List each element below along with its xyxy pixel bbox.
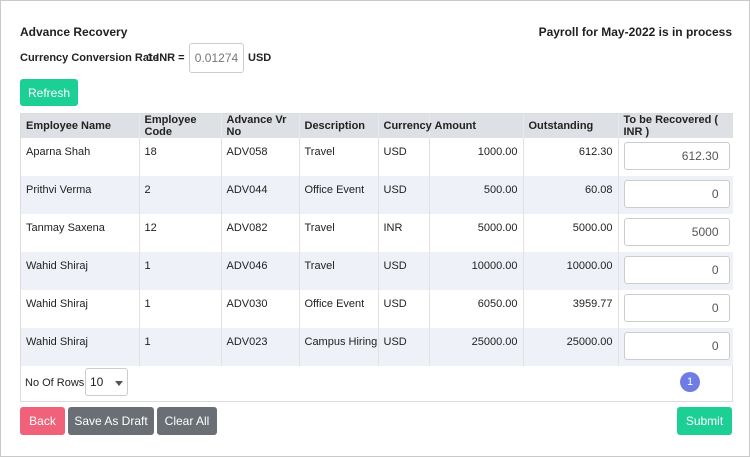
column-header: Currency — [378, 114, 432, 138]
recover-amount-input[interactable]: 0 — [623, 294, 730, 322]
amount-cell: 10000.00 — [429, 252, 524, 290]
recover-amount-input[interactable]: 0 — [623, 332, 730, 360]
recover-cell: 5000 — [618, 214, 733, 252]
employee-name-cell: Wahid Shiraj — [21, 328, 140, 366]
page-number-button[interactable]: 1 — [680, 372, 700, 392]
description-cell: Office Event — [299, 176, 379, 214]
description-cell: Campus Hiring — [299, 328, 379, 366]
employee-code-cell: 12 — [139, 214, 222, 252]
column-header: Employee Code — [139, 114, 222, 138]
currency-cell: USD — [378, 328, 430, 366]
column-header: Outstanding — [523, 114, 619, 138]
outstanding-cell: 612.30 — [523, 138, 619, 176]
recover-cell: 0 — [618, 252, 733, 290]
currency-cell: INR — [378, 214, 430, 252]
outstanding-cell: 25000.00 — [523, 328, 619, 366]
payroll-status: Payroll for May-2022 is in process — [538, 25, 732, 39]
recover-cell: 0 — [618, 290, 733, 328]
amount-cell: 500.00 — [429, 176, 524, 214]
recover-cell: 0 — [618, 328, 733, 366]
table-row: Wahid Shiraj 1 ADV046 Travel USD 10000.0… — [21, 252, 733, 290]
back-button[interactable]: Back — [20, 407, 65, 435]
employee-name-cell: Prithvi Verma — [21, 176, 140, 214]
employee-name-cell: Tanmay Saxena — [21, 214, 140, 252]
recover-amount-input[interactable]: 5000 — [623, 218, 730, 246]
table-row: Tanmay Saxena 12 ADV082 Travel INR 5000.… — [21, 214, 733, 252]
recover-amount-input[interactable]: 0 — [623, 256, 730, 284]
employee-code-cell: 1 — [139, 252, 222, 290]
clear-all-button[interactable]: Clear All — [157, 407, 217, 435]
recover-amount-input[interactable]: 0 — [623, 180, 730, 208]
amount-cell: 6050.00 — [429, 290, 524, 328]
amount-cell: 5000.00 — [429, 214, 524, 252]
amount-cell: 1000.00 — [429, 138, 524, 176]
recover-cell: 0 — [618, 176, 733, 214]
table-header-row: Employee Name Employee Code Advance Vr N… — [21, 114, 733, 138]
employee-name-cell: Wahid Shiraj — [21, 252, 140, 290]
rows-per-page-label: No Of Rows : — [25, 377, 91, 389]
employee-name-cell: Aparna Shah — [21, 138, 140, 176]
conversion-rate-label: Currency Conversion Rate — [20, 52, 159, 64]
rows-per-page-select[interactable]: 10 — [85, 368, 128, 396]
description-cell: Office Event — [299, 290, 379, 328]
currency-cell: USD — [378, 290, 430, 328]
employee-code-cell: 1 — [139, 290, 222, 328]
currency-cell: USD — [378, 176, 430, 214]
employee-code-cell: 2 — [139, 176, 222, 214]
table-row: Prithvi Verma 2 ADV044 Office Event USD … — [21, 176, 733, 214]
recover-cell: 612.30 — [618, 138, 733, 176]
table-row: Aparna Shah 18 ADV058 Travel USD 1000.00… — [21, 138, 733, 176]
currency-cell: USD — [378, 252, 430, 290]
conversion-rate-suffix: USD — [248, 52, 272, 64]
description-cell: Travel — [299, 138, 379, 176]
advance-vr-cell: ADV023 — [221, 328, 300, 366]
description-cell: Travel — [299, 214, 379, 252]
outstanding-cell: 3959.77 — [523, 290, 619, 328]
advance-vr-cell: ADV030 — [221, 290, 300, 328]
advance-vr-cell: ADV044 — [221, 176, 300, 214]
recover-amount-input[interactable]: 612.30 — [623, 142, 730, 170]
caret-down-icon — [115, 381, 123, 386]
advance-table-container: Employee Name Employee Code Advance Vr N… — [20, 113, 733, 402]
employee-name-cell: Wahid Shiraj — [21, 290, 140, 328]
conversion-rate-input[interactable] — [189, 43, 244, 73]
advance-vr-cell: ADV058 — [221, 138, 300, 176]
refresh-button[interactable]: Refresh — [20, 79, 78, 106]
page-title: Advance Recovery — [20, 25, 128, 39]
amount-cell: 25000.00 — [429, 328, 524, 366]
advance-vr-cell: ADV082 — [221, 214, 300, 252]
column-header: Amount — [429, 114, 524, 138]
table-row: Wahid Shiraj 1 ADV023 Campus Hiring USD … — [21, 328, 733, 366]
submit-button[interactable]: Submit — [677, 407, 732, 435]
currency-cell: USD — [378, 138, 430, 176]
employee-code-cell: 18 — [139, 138, 222, 176]
outstanding-cell: 60.08 — [523, 176, 619, 214]
column-header: Description — [299, 114, 379, 138]
advance-vr-cell: ADV046 — [221, 252, 300, 290]
column-header: Employee Name — [21, 114, 140, 138]
employee-code-cell: 1 — [139, 328, 222, 366]
column-header: To be Recovered ( INR ) — [623, 114, 719, 138]
description-cell: Travel — [299, 252, 379, 290]
table-row: Wahid Shiraj 1 ADV030 Office Event USD 6… — [21, 290, 733, 328]
rows-per-page-value: 10 — [90, 375, 104, 389]
advance-table: Employee Name Employee Code Advance Vr N… — [21, 114, 733, 366]
outstanding-cell: 5000.00 — [523, 214, 619, 252]
save-as-draft-button[interactable]: Save As Draft — [68, 407, 154, 435]
conversion-rate-prefix: 1 INR = — [147, 52, 185, 64]
outstanding-cell: 10000.00 — [523, 252, 619, 290]
column-header: Advance Vr No — [221, 114, 300, 138]
